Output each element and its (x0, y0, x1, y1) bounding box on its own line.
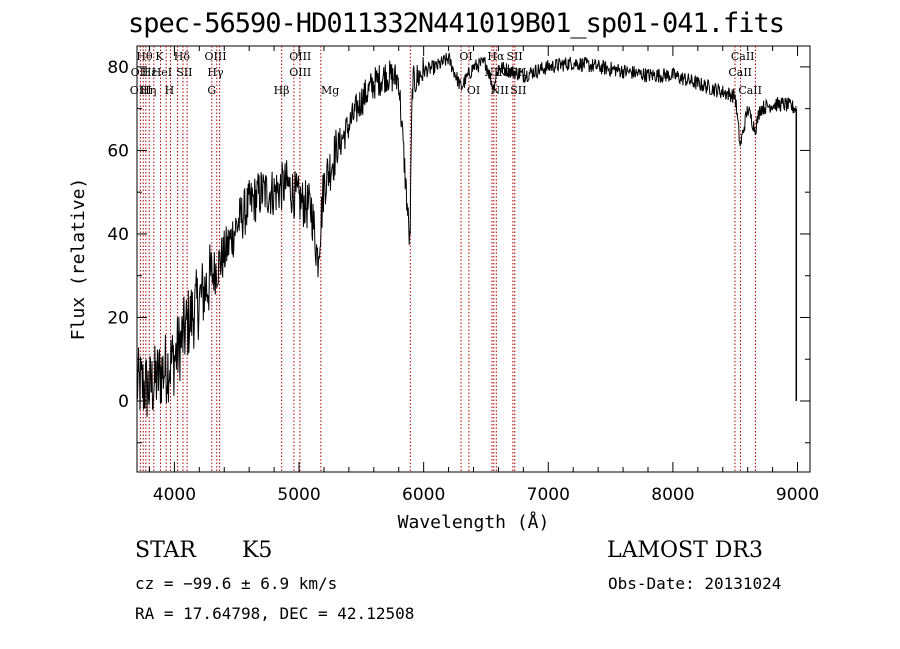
line-label: OIII (130, 84, 152, 97)
line-label: Hη (140, 84, 156, 97)
redshift-cz: cz = −99.6 ± 6.9 km/s (135, 574, 338, 593)
line-label: SII (510, 84, 526, 97)
line-label: Hα (487, 50, 505, 63)
line-label: Hγ (207, 66, 224, 79)
obs-date: Obs-Date: 20131024 (608, 574, 782, 593)
y-tick-label: 20 (107, 308, 129, 328)
line-label: NII (484, 66, 502, 79)
line-label: G (207, 84, 216, 97)
x-tick-label: 5000 (277, 485, 320, 505)
line-label: OI (459, 50, 472, 63)
line-label: NII (497, 66, 515, 79)
line-label: OI (467, 84, 480, 97)
line-label: H (165, 84, 175, 97)
x-tick-label: 9000 (776, 485, 819, 505)
line-label: CaII (731, 50, 755, 63)
subclass: K5 (242, 538, 273, 563)
line-label: OIII (289, 50, 311, 63)
plot-frame (136, 45, 811, 473)
spectrum-series (136, 51, 798, 417)
line-label: CaII (728, 66, 752, 79)
x-tick-label: 6000 (402, 485, 445, 505)
x-tick-label: 8000 (651, 485, 694, 505)
line-label: K (155, 50, 164, 63)
x-axis-label: Wavelength (Å) (398, 511, 550, 533)
x-tick-label: 7000 (527, 485, 570, 505)
chart-title: spec-56590-HD011332N441019B01_sp01-041.f… (128, 8, 785, 39)
line-label: Mg (321, 84, 339, 97)
plot-border (136, 45, 811, 473)
line-label: SII (176, 66, 192, 79)
axis-ticks: 4000 5000 6000 7000 8000 9000 0 20 40 60 80 (107, 46, 819, 505)
spectrum-line (136, 51, 797, 417)
y-axis-label: Flux (relative) (68, 178, 89, 341)
coordinates: RA = 17.64798, DEC = 42.12508 (135, 604, 415, 623)
y-tick-label: 80 (107, 58, 129, 78)
line-label: Hβ (274, 84, 290, 97)
line-label: HeI (152, 66, 172, 79)
line-label: SII (507, 50, 523, 63)
line-label: NII (491, 84, 509, 97)
y-tick-label: 0 (118, 392, 129, 412)
line-label: Hε (142, 66, 158, 79)
line-label: OIII (204, 50, 226, 63)
line-label: Hθ (136, 50, 153, 63)
spectral-line-markers (139, 46, 756, 472)
line-label: CaII (738, 84, 762, 97)
survey-name: LAMOST DR3 (607, 538, 763, 563)
line-label: OIII (289, 66, 311, 79)
y-tick-label: 60 (107, 141, 129, 161)
x-tick-label: 4000 (153, 485, 196, 505)
line-label: OII (131, 66, 149, 79)
object-class: STAR (135, 538, 196, 563)
line-label: Hδ (174, 50, 191, 63)
line-label: SII (510, 66, 526, 79)
y-tick-label: 40 (107, 225, 129, 245)
